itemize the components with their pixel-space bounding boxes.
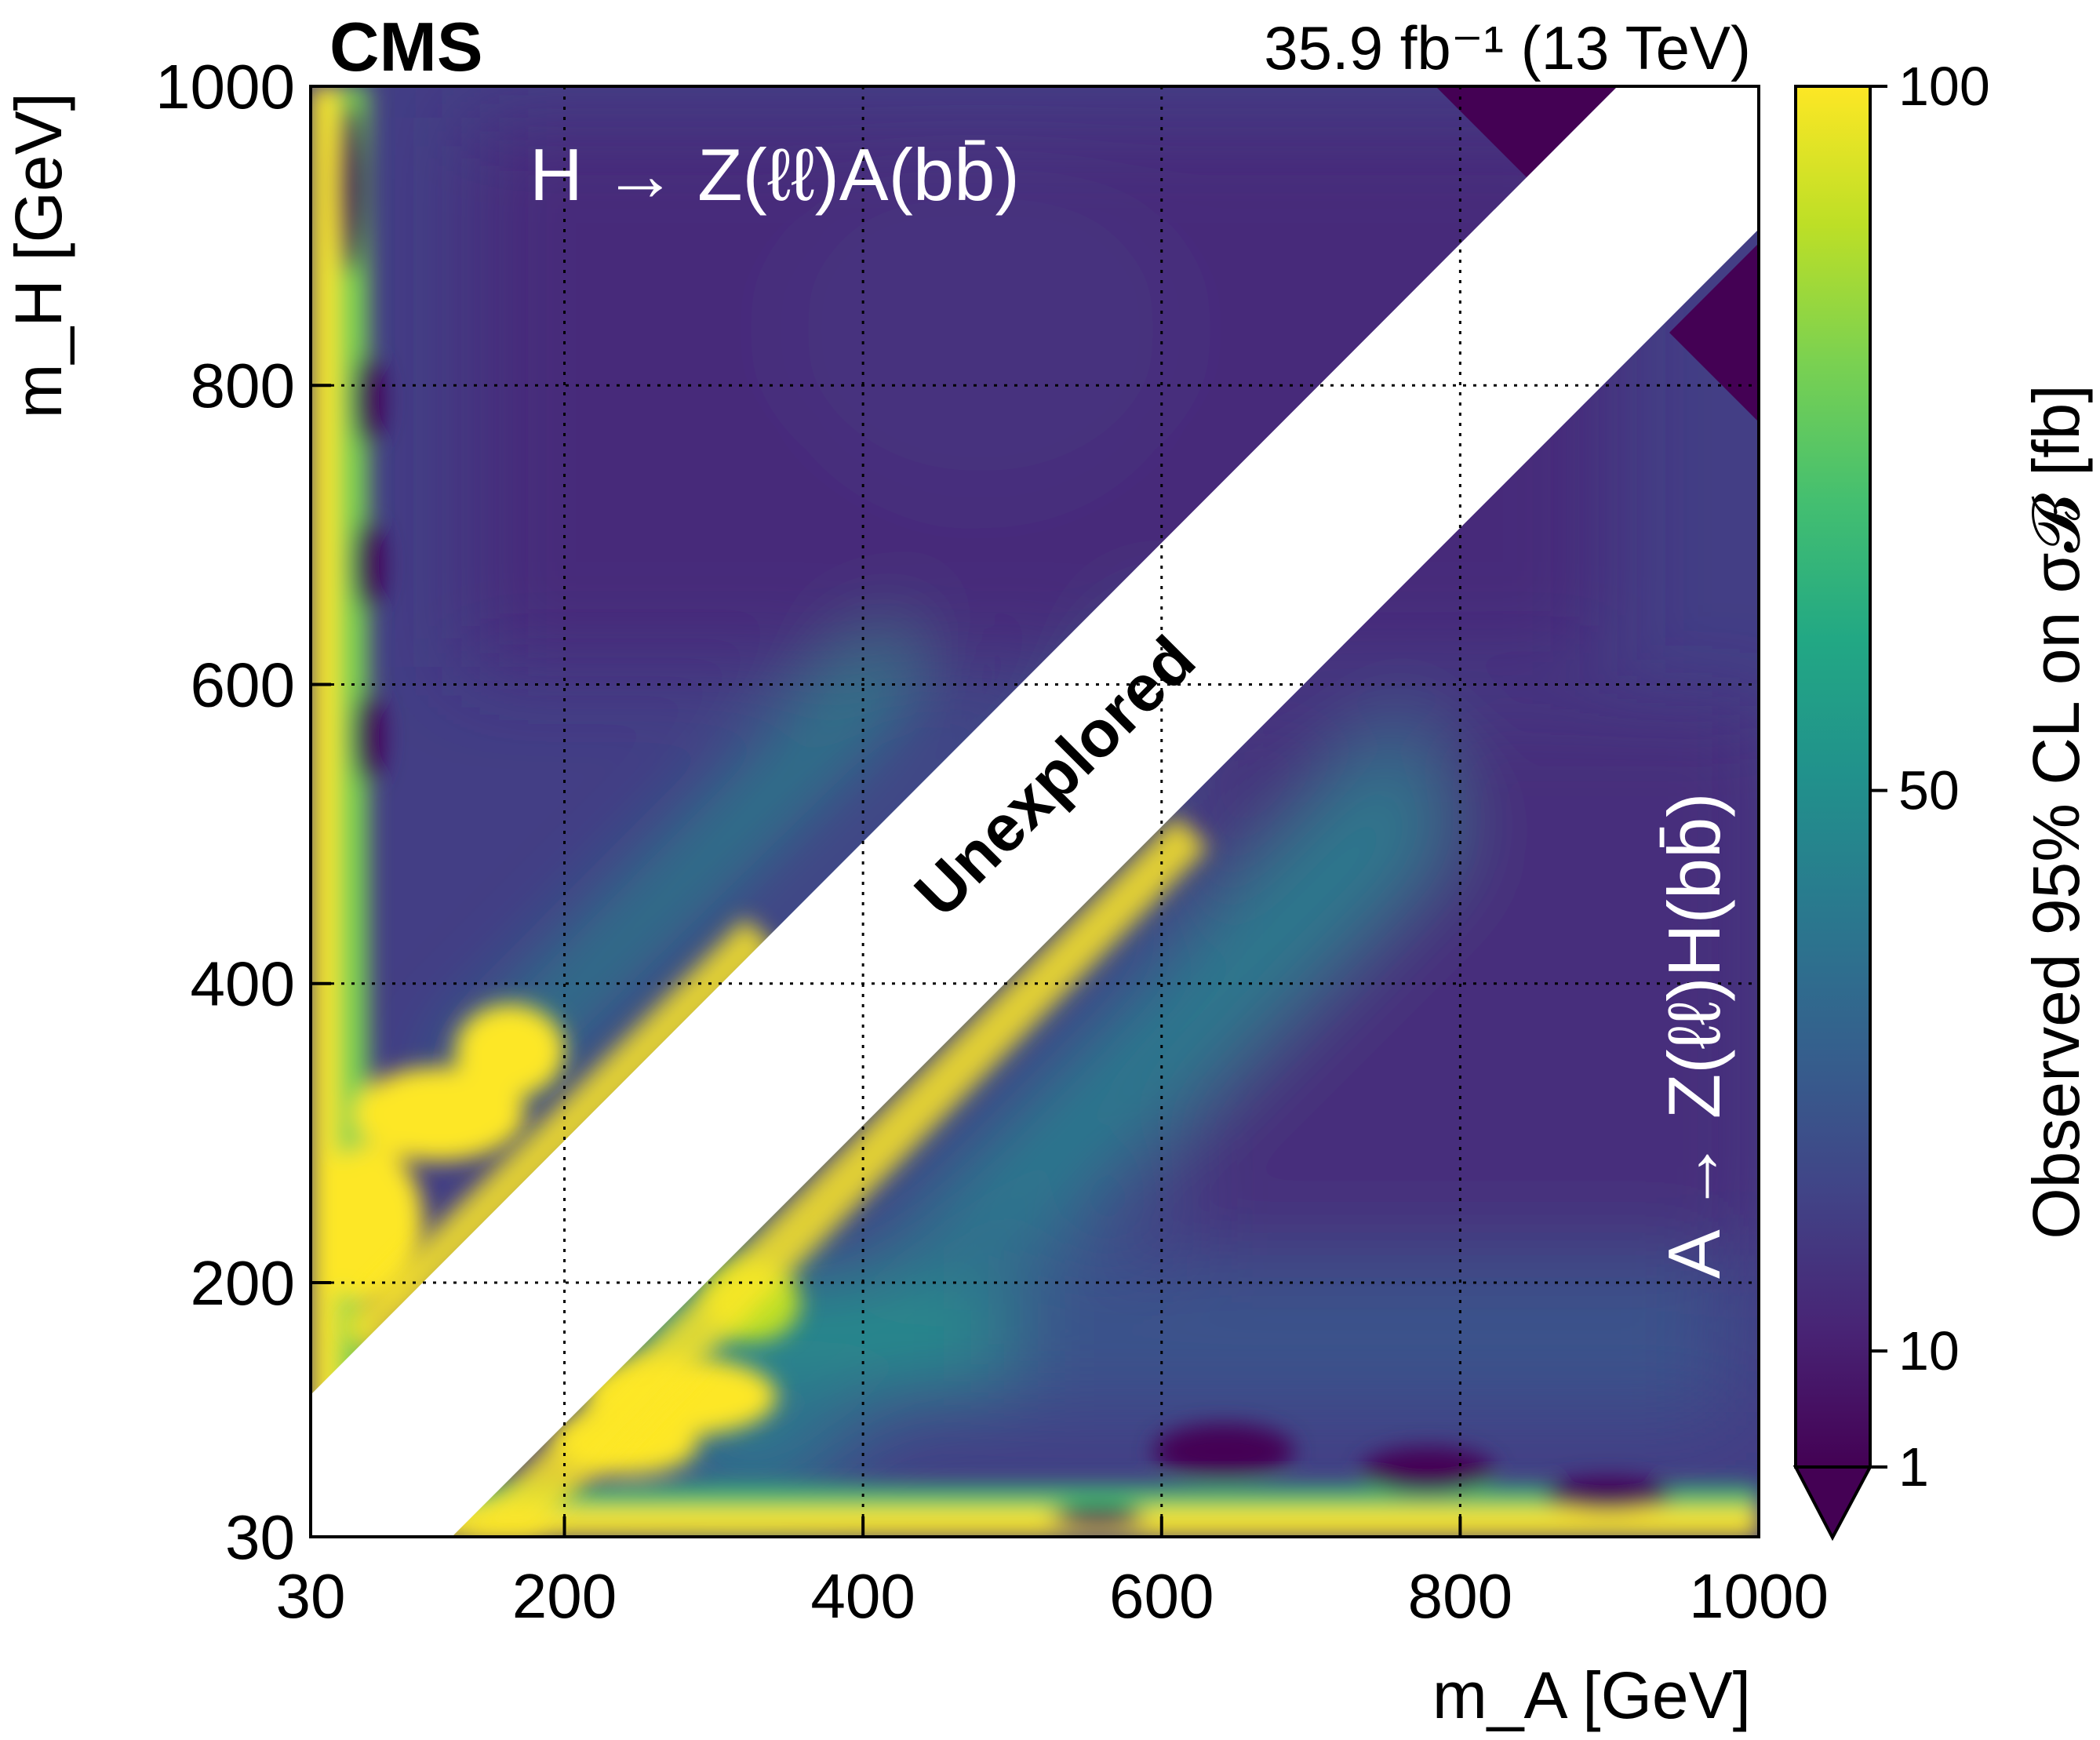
cms-label: CMS (329, 8, 483, 86)
colorbar-label: Observed 95% CL on σ𝓑 [fb] (2019, 384, 2093, 1239)
y-tick-label: 200 (191, 1248, 295, 1318)
colorbar-tick-label: 100 (1898, 56, 1990, 117)
x-tick-label: 400 (810, 1561, 915, 1631)
plot-frame (309, 85, 1760, 1538)
y-axis-label: m_H [GeV] (2, 93, 75, 418)
y-tick-label: 400 (191, 949, 295, 1019)
limit-heatmap (311, 86, 1759, 1537)
colorbar-tick-label: 50 (1898, 760, 1960, 821)
y-tick-label: 600 (191, 650, 295, 719)
y-tick-label: 30 (225, 1502, 295, 1572)
x-axis-ticks: 30 200 400 600 800 1000 (276, 1516, 1829, 1631)
process-label-upper: H → Z(ℓℓ)A(bb̄) (530, 133, 1020, 216)
colorbar-tick-label: 1 (1898, 1436, 1929, 1498)
colorbar-frame (1794, 85, 1872, 1469)
x-tick-label: 30 (276, 1561, 346, 1631)
y-tick-label: 1000 (155, 52, 295, 122)
luminosity-label: 35.9 fb⁻¹ (13 TeV) (1264, 13, 1751, 82)
colorbar-gradient (1796, 86, 1870, 1467)
grid-lines (311, 86, 1759, 1537)
x-tick-label: 600 (1109, 1561, 1214, 1631)
y-tick-label: 800 (191, 351, 295, 420)
colorbar-tick-label: 10 (1898, 1320, 1960, 1381)
x-axis-label: m_A [GeV] (1432, 1658, 1751, 1732)
colorbar: 1 10 50 100 Observed 95% CL on σ𝓑 [fb] (1792, 56, 2093, 1542)
x-tick-label: 800 (1408, 1561, 1512, 1631)
process-label-lower: A → Z(ℓℓ)H(bb̄) (1653, 792, 1735, 1279)
x-tick-label: 1000 (1689, 1561, 1829, 1631)
x-tick-label: 200 (512, 1561, 617, 1631)
y-axis-ticks: 30 200 400 600 800 1000 (155, 52, 331, 1572)
colorbar-ticks: 1 10 50 100 (1870, 56, 1990, 1498)
colorbar-underflow-triangle (1792, 1465, 1873, 1542)
